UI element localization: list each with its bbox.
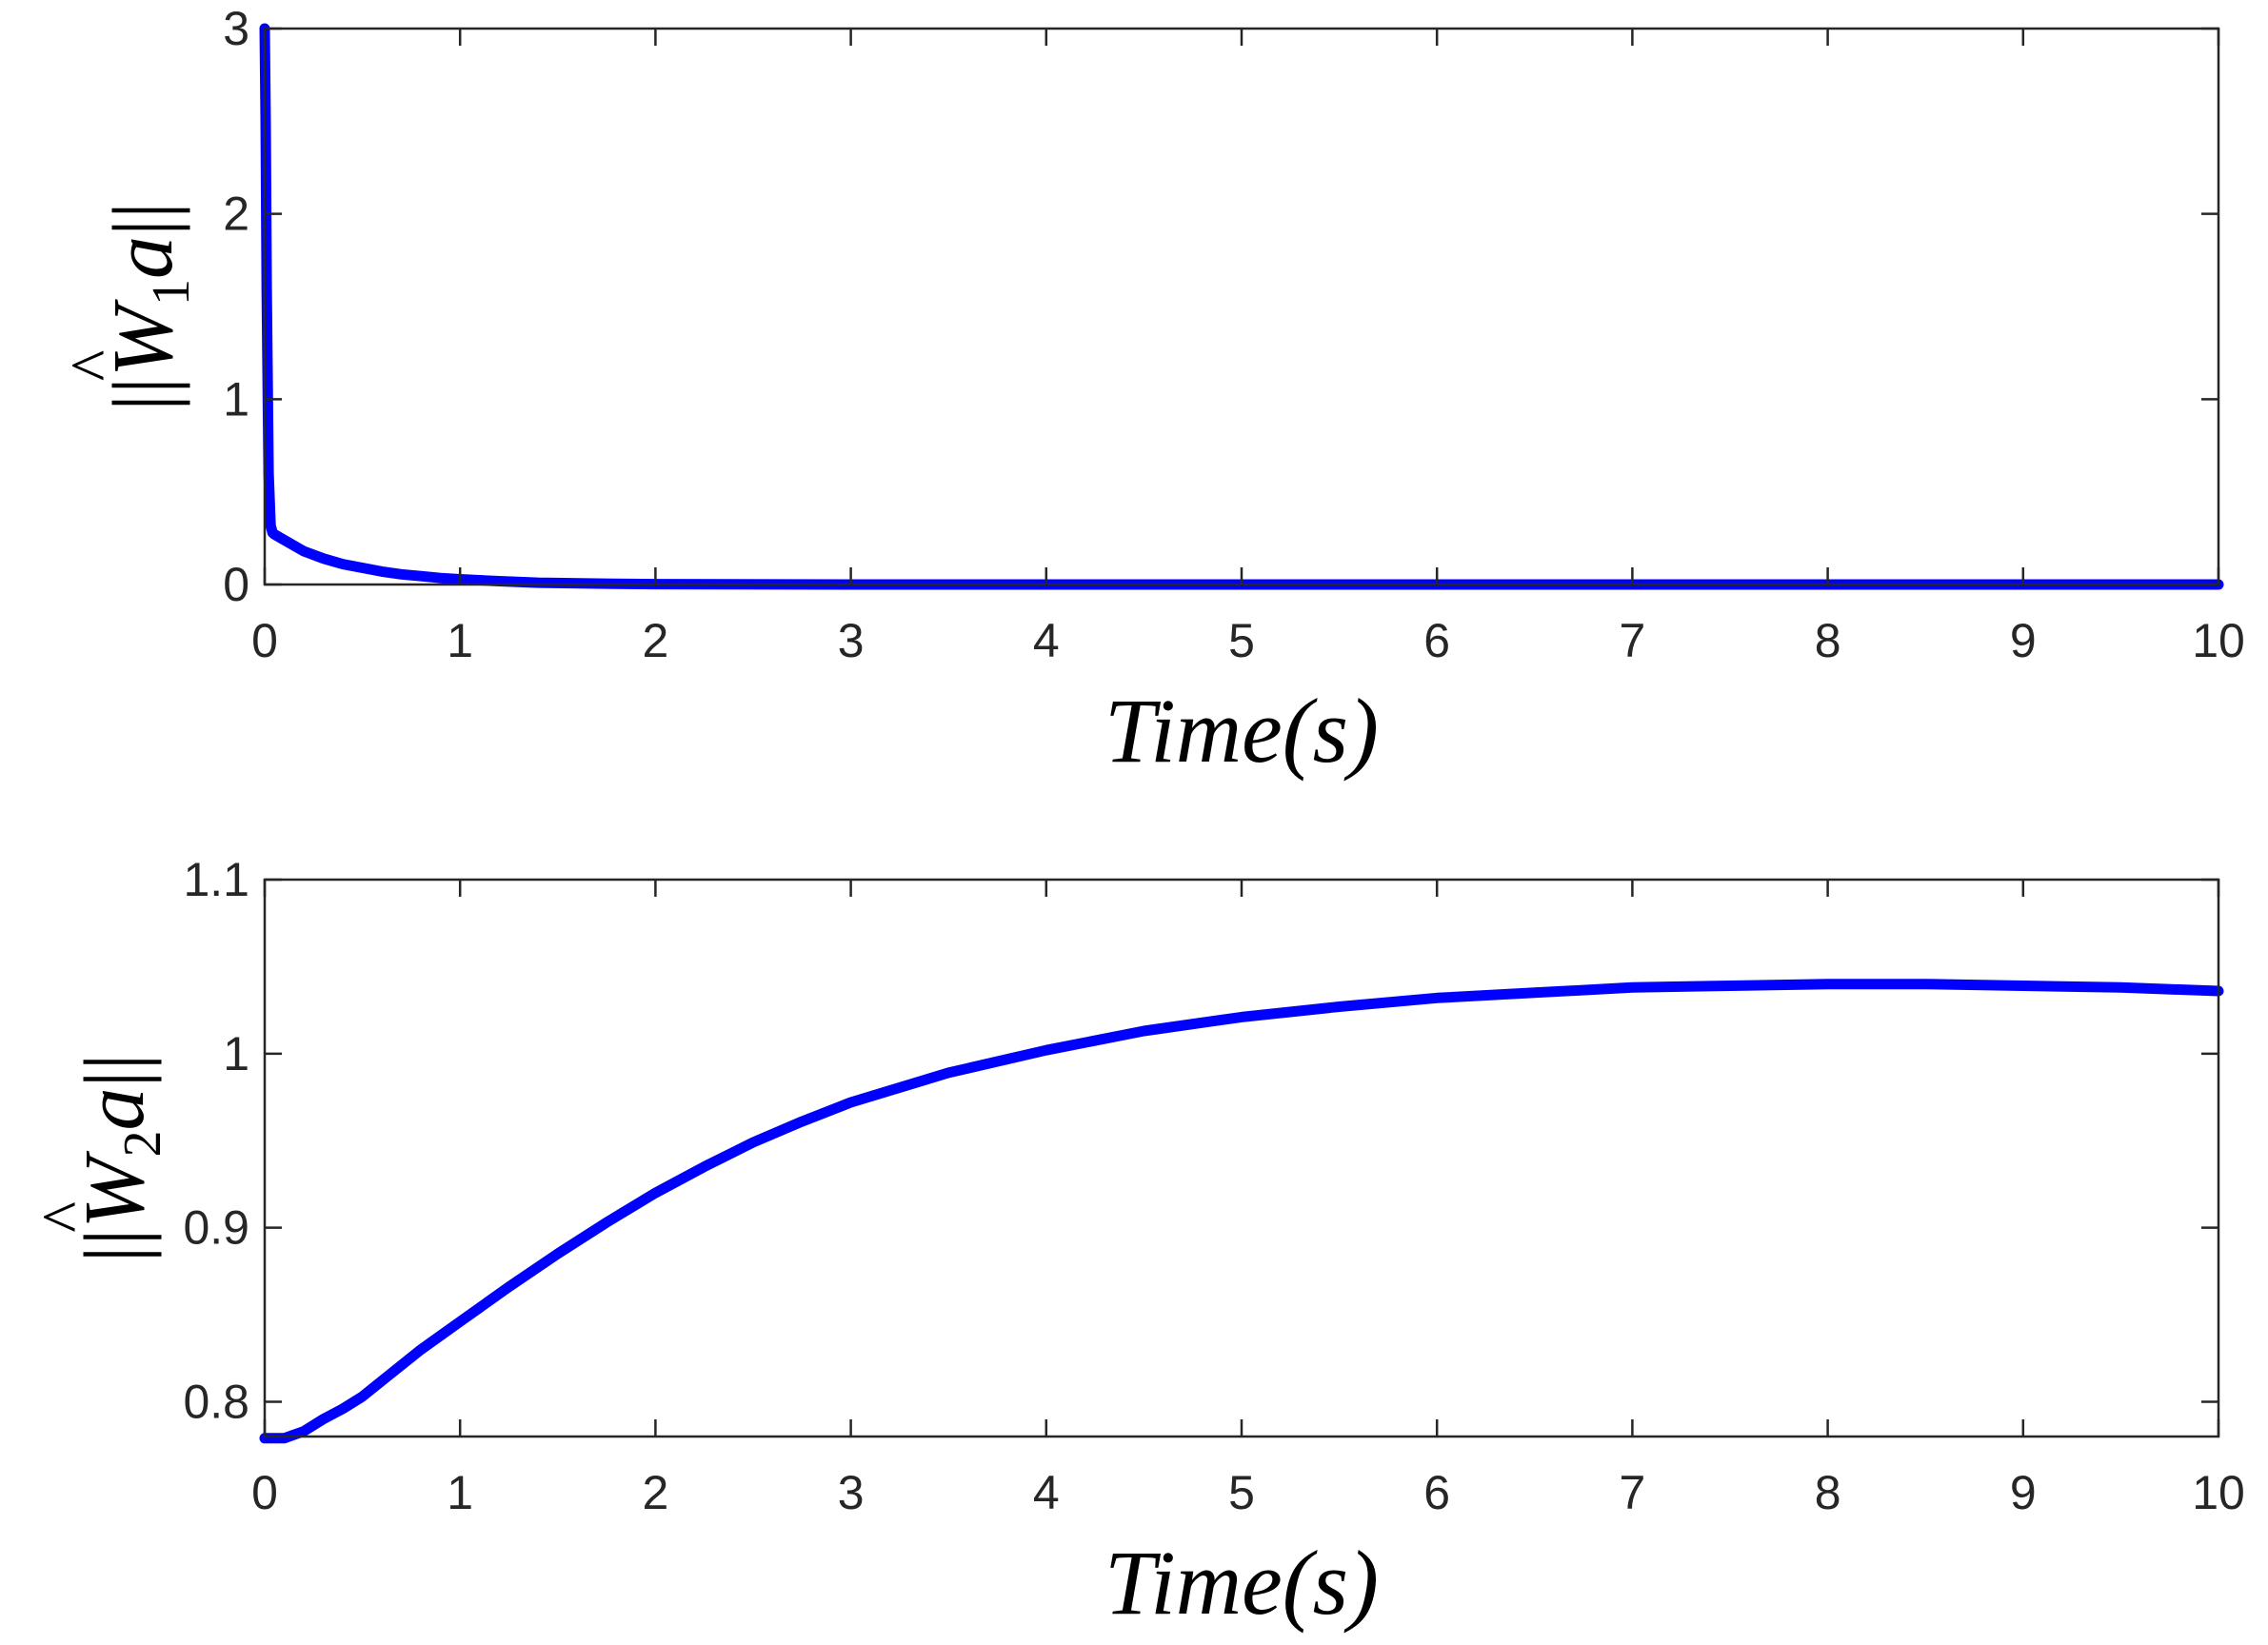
y-axis-label-hat: ^ bbox=[30, 1201, 103, 1233]
x-tick-label: 0 bbox=[251, 1466, 278, 1519]
x-tick-label: 7 bbox=[1619, 614, 1645, 667]
x-tick-label: 10 bbox=[2192, 614, 2245, 667]
x-tick-label: 1 bbox=[447, 614, 473, 667]
x-tick-label: 1 bbox=[447, 1466, 473, 1519]
y-tick-label: 1 bbox=[223, 1027, 249, 1080]
y-axis-label-text: ||W1a|| bbox=[96, 202, 201, 411]
y-axis-label-hat: ^ bbox=[58, 350, 131, 382]
x-tick-label: 0 bbox=[251, 614, 278, 667]
y-axis-label-part: a bbox=[68, 1088, 162, 1131]
y-tick-label: 3 bbox=[223, 2, 249, 55]
x-axis-label: Time(s) bbox=[1104, 1532, 1379, 1634]
y-axis-label-part: 1 bbox=[142, 279, 201, 306]
x-tick-label: 3 bbox=[838, 1466, 865, 1519]
y-tick-label: 1.1 bbox=[183, 853, 249, 906]
x-tick-label: 8 bbox=[1815, 1466, 1841, 1519]
x-tick-label: 6 bbox=[1423, 1466, 1450, 1519]
y-tick-label: 0 bbox=[223, 558, 249, 611]
x-tick-label: 6 bbox=[1423, 614, 1450, 667]
series-line bbox=[259, 979, 2224, 1444]
x-tick-label: 3 bbox=[838, 614, 865, 667]
x-tick-label: 4 bbox=[1033, 614, 1060, 667]
x-tick-label: 8 bbox=[1815, 614, 1841, 667]
x-tick-label: 7 bbox=[1619, 1466, 1645, 1519]
y-tick-label: 2 bbox=[223, 188, 249, 241]
x-tick-label: 9 bbox=[2010, 614, 2037, 667]
y-tick-label: 0.9 bbox=[183, 1201, 249, 1255]
x-tick-label: 10 bbox=[2192, 1466, 2245, 1519]
x-tick-label: 4 bbox=[1033, 1466, 1060, 1519]
y-tick-label: 1 bbox=[223, 372, 249, 426]
y-axis-label-part: a bbox=[96, 236, 190, 279]
x-tick-label: 5 bbox=[1228, 614, 1255, 667]
x-tick-label: 2 bbox=[642, 614, 668, 667]
y-axis-label-text: ||W2a|| bbox=[68, 1053, 172, 1262]
y-tick-label: 0.8 bbox=[183, 1375, 249, 1428]
y-axis-label: ||W2a||^ bbox=[30, 1053, 172, 1262]
y-axis-label-part: W bbox=[96, 299, 190, 377]
y-axis-label-part: 2 bbox=[113, 1131, 172, 1158]
y-axis-label-part: || bbox=[68, 1228, 162, 1262]
x-tick-label: 2 bbox=[642, 1466, 668, 1519]
y-axis-label-part: || bbox=[96, 377, 190, 411]
y-axis-label: ||W1a||^ bbox=[58, 202, 201, 411]
x-axis-label: Time(s) bbox=[1104, 680, 1379, 782]
y-axis-label-part: || bbox=[68, 1053, 162, 1087]
y-axis-label-part: W bbox=[68, 1150, 162, 1228]
x-tick-label: 5 bbox=[1228, 1466, 1255, 1519]
x-tick-label: 9 bbox=[2010, 1466, 2037, 1519]
y-axis-label-part: || bbox=[96, 202, 190, 236]
